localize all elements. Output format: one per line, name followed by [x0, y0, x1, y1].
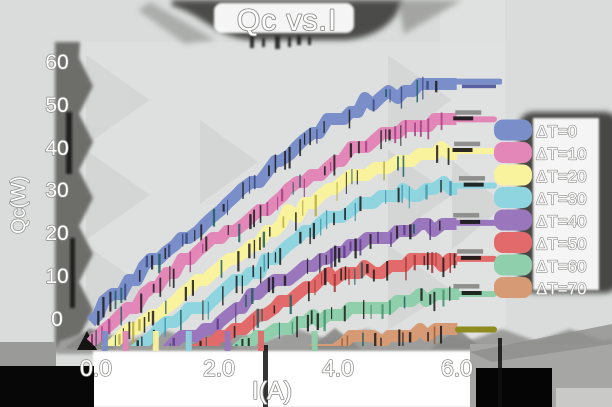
series-curves — [86, 76, 502, 346]
legend-label-dt60: ΔT=60 — [536, 257, 587, 276]
legend-label-dt50: ΔT=50 — [536, 235, 587, 254]
legend-label-dt30: ΔT=30 — [536, 190, 587, 209]
bottom-right-light-corner — [556, 388, 612, 407]
y-tick-20: 20 — [45, 222, 68, 245]
title-white-patch — [214, 3, 354, 33]
bottom-right-diagonal — [470, 324, 612, 362]
legend-swatch-ΔT=60 — [494, 254, 532, 276]
legend-swatch-ΔT=20 — [494, 164, 532, 186]
series-ΔT=50 — [186, 249, 497, 346]
legend-label-dt70: ΔT=70 — [536, 280, 587, 299]
legend-label-dt0: ΔT=0 — [536, 122, 577, 141]
x-tick-2: 2.0 — [203, 355, 235, 381]
legend-swatch-ΔT=30 — [494, 187, 532, 208]
bottom-left-gray — [0, 342, 56, 368]
legend-swatch-ΔT=50 — [494, 232, 532, 253]
legend-swatch-ΔT=70 — [494, 277, 532, 298]
bottom-streak-2 — [498, 338, 502, 407]
series-ΔT=20 — [100, 141, 497, 346]
legend-label-dt40: ΔT=40 — [536, 212, 587, 231]
y-tick-0: 0 — [51, 308, 63, 331]
y-axis-ticks: 60 50 40 30 20 10 0 — [45, 50, 70, 332]
series-ΔT=0 — [86, 76, 502, 327]
chart-title: Qc vs.I — [237, 4, 337, 37]
y-axis-label: Qc(W) — [8, 176, 30, 234]
y-tick-10: 10 — [45, 265, 68, 288]
legend-swatch-ΔT=40 — [494, 209, 532, 231]
bg-right-band — [505, 0, 612, 115]
x-axis-ticks: 0.0 2.0 4.0 6.0 — [79, 354, 473, 382]
series-ΔT=40 — [162, 212, 497, 346]
series-ΔT=70 — [308, 323, 497, 346]
legend-labels: ΔT=0 ΔT=10 ΔT=20 ΔT=30 ΔT=40 ΔT=50 ΔT=60… — [535, 121, 587, 299]
legend-swatches — [494, 119, 532, 298]
bottom-right-black-blob — [476, 368, 552, 407]
series-ΔT=60 — [231, 284, 497, 346]
x-label-white-band — [93, 351, 471, 407]
bottom-left-black-blob — [0, 366, 94, 407]
y-tick-50: 50 — [45, 94, 68, 117]
legend-white-column — [533, 118, 599, 290]
legend-label-dt20: ΔT=20 — [536, 167, 587, 186]
y-tick-40: 40 — [45, 137, 68, 160]
x-tick-4: 4.0 — [322, 355, 354, 381]
series-ΔT=30 — [130, 176, 497, 346]
x-tick-6: 6.0 — [441, 355, 473, 381]
y-tick-30: 30 — [45, 179, 68, 202]
bottom-streak-1 — [263, 345, 268, 407]
x-axis-label: I(A) — [252, 377, 292, 405]
y-tick-60: 60 — [45, 51, 68, 74]
zero-crossing-dashes — [101, 331, 318, 351]
legend-label-dt10: ΔT=10 — [536, 145, 587, 164]
legend-swatch-ΔT=10 — [494, 142, 532, 163]
series-ΔT=10 — [86, 110, 497, 346]
legend-swatch-ΔT=0 — [494, 119, 532, 141]
x-tick-0: 0.0 — [80, 355, 112, 381]
